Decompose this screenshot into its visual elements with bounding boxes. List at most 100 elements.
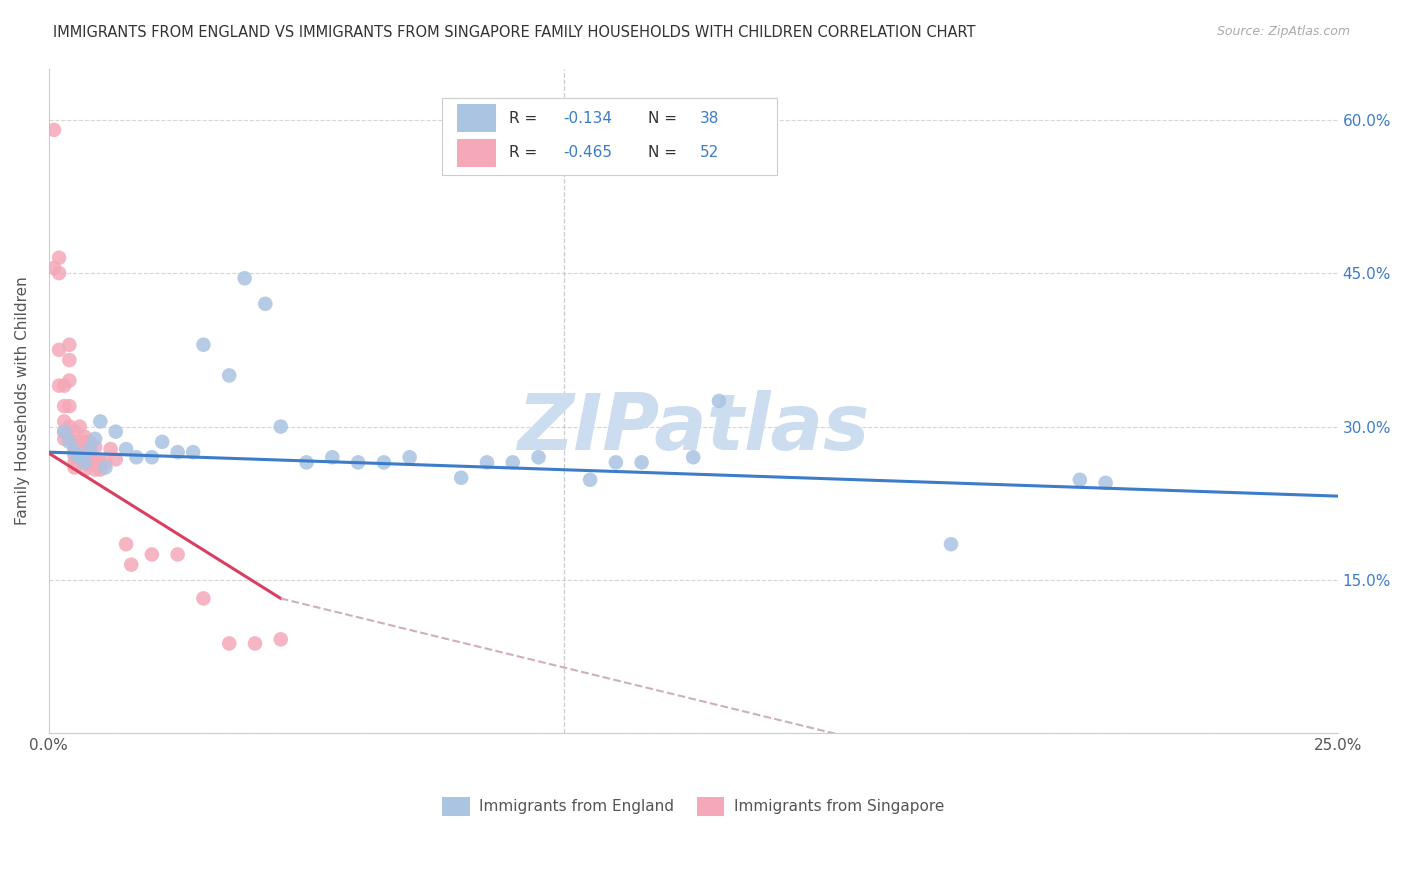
Text: IMMIGRANTS FROM ENGLAND VS IMMIGRANTS FROM SINGAPORE FAMILY HOUSEHOLDS WITH CHIL: IMMIGRANTS FROM ENGLAND VS IMMIGRANTS FR…	[53, 25, 976, 40]
Point	[321, 450, 343, 465]
Point	[58, 374, 80, 388]
Point	[141, 548, 163, 562]
Point	[166, 548, 188, 562]
Point	[42, 123, 65, 137]
Point	[53, 425, 76, 439]
Text: N =: N =	[648, 111, 682, 126]
Point	[115, 537, 138, 551]
Point	[79, 434, 101, 449]
Point	[48, 343, 70, 357]
Point	[73, 442, 96, 456]
Point	[475, 455, 498, 469]
Point	[243, 636, 266, 650]
Point	[63, 442, 86, 456]
Text: 52: 52	[700, 145, 718, 161]
Point	[630, 455, 652, 469]
Text: N =: N =	[648, 145, 682, 161]
Point	[73, 455, 96, 469]
Point	[166, 445, 188, 459]
Point	[69, 450, 91, 465]
Point	[58, 353, 80, 368]
Point	[79, 442, 101, 456]
Point	[89, 414, 111, 428]
Point	[79, 458, 101, 473]
Point	[69, 455, 91, 469]
Text: -0.465: -0.465	[562, 145, 612, 161]
Point	[100, 442, 122, 456]
Point	[53, 399, 76, 413]
Point	[84, 462, 107, 476]
Point	[63, 455, 86, 469]
Point	[502, 455, 524, 469]
Point	[42, 260, 65, 275]
Point	[48, 378, 70, 392]
Point	[69, 419, 91, 434]
Point	[58, 434, 80, 449]
Point	[347, 455, 370, 469]
Point	[58, 399, 80, 413]
Point	[605, 455, 627, 469]
Point	[193, 591, 215, 606]
Point	[84, 440, 107, 454]
Point	[450, 471, 472, 485]
Point	[254, 297, 277, 311]
Point	[125, 450, 148, 465]
Point	[104, 452, 127, 467]
Point	[373, 455, 395, 469]
Point	[58, 337, 80, 351]
Point	[73, 434, 96, 449]
Legend: Immigrants from England, Immigrants from Singapore: Immigrants from England, Immigrants from…	[436, 791, 950, 822]
Point	[527, 450, 550, 465]
Point	[48, 266, 70, 280]
Point	[270, 419, 292, 434]
Point	[53, 414, 76, 428]
FancyBboxPatch shape	[457, 139, 496, 167]
Point	[295, 455, 318, 469]
Point	[579, 473, 602, 487]
Point	[270, 632, 292, 647]
Point	[73, 430, 96, 444]
Point	[53, 432, 76, 446]
Point	[63, 460, 86, 475]
Point	[89, 462, 111, 476]
Point	[181, 445, 204, 459]
Point	[58, 419, 80, 434]
Point	[120, 558, 142, 572]
Point	[218, 636, 240, 650]
Point	[1094, 475, 1116, 490]
Text: -0.134: -0.134	[562, 111, 612, 126]
Text: R =: R =	[509, 111, 541, 126]
Point	[193, 337, 215, 351]
Point	[84, 455, 107, 469]
Point	[63, 448, 86, 462]
Point	[79, 450, 101, 465]
Y-axis label: Family Households with Children: Family Households with Children	[15, 277, 30, 525]
Point	[48, 251, 70, 265]
Point	[94, 455, 117, 469]
Point	[53, 425, 76, 439]
Text: Source: ZipAtlas.com: Source: ZipAtlas.com	[1216, 25, 1350, 38]
Point	[69, 445, 91, 459]
Point	[104, 425, 127, 439]
Text: 38: 38	[700, 111, 718, 126]
Point	[398, 450, 420, 465]
Text: R =: R =	[509, 145, 541, 161]
Point	[73, 455, 96, 469]
FancyBboxPatch shape	[441, 98, 778, 175]
Point	[89, 455, 111, 469]
Point	[94, 460, 117, 475]
Point	[141, 450, 163, 465]
Point	[682, 450, 704, 465]
Point	[233, 271, 256, 285]
Text: ZIPatlas: ZIPatlas	[517, 390, 869, 466]
Point	[115, 442, 138, 456]
Point	[939, 537, 962, 551]
Point	[53, 378, 76, 392]
Point	[73, 462, 96, 476]
Point	[218, 368, 240, 383]
Point	[1069, 473, 1091, 487]
Point	[63, 425, 86, 439]
FancyBboxPatch shape	[457, 104, 496, 132]
Point	[69, 434, 91, 449]
Point	[84, 432, 107, 446]
